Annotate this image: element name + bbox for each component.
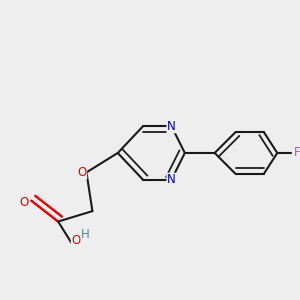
Text: F: F (294, 146, 300, 160)
Text: N: N (167, 173, 176, 186)
Text: O: O (77, 166, 87, 179)
Text: N: N (167, 120, 176, 133)
Text: H: H (81, 228, 90, 241)
Text: O: O (71, 234, 81, 248)
Text: O: O (19, 196, 28, 209)
